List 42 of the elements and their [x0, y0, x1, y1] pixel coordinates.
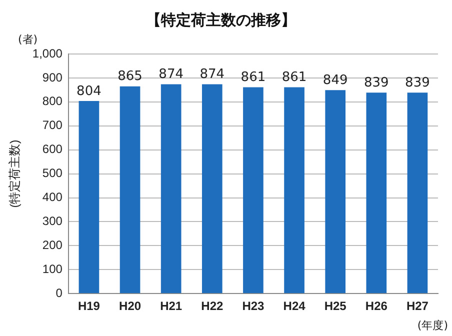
bar: [202, 84, 222, 294]
data-label: 861: [240, 70, 266, 86]
y-tick-label: 300: [42, 214, 63, 228]
data-label: 804: [76, 84, 102, 99]
bar: [160, 84, 182, 294]
y-tick-label: 700: [42, 118, 63, 132]
bar: [243, 87, 264, 294]
y-tick-label: 900: [42, 70, 63, 84]
y-tick-label: 100: [42, 262, 63, 276]
y-tick-label: 400: [42, 190, 63, 204]
text: (者): [18, 32, 38, 47]
y-tick-label: 0: [56, 286, 63, 300]
bar: [366, 92, 387, 294]
data-label: 839: [364, 75, 389, 90]
y-tick-label: 1,000: [32, 46, 63, 60]
y-tick-label: 200: [42, 238, 63, 252]
y-tick-label: 500: [42, 166, 63, 180]
data-label: 874: [158, 67, 184, 82]
x-tick-label: H20: [119, 299, 142, 314]
x-tick-label: H19: [78, 299, 100, 314]
x-tick-label: H24: [283, 299, 306, 314]
bar: [78, 100, 100, 294]
bar: [120, 86, 140, 294]
x-tick-label: H25: [324, 299, 347, 314]
y-axis-title: (特定荷主数): [8, 140, 22, 208]
y-tick-label: 600: [42, 142, 63, 156]
bar: [325, 90, 346, 294]
x-tick-label: H27: [406, 299, 429, 314]
x-tick-label: H26: [365, 299, 388, 314]
data-label: 849: [322, 73, 348, 88]
y-tick-label: 800: [42, 94, 63, 108]
x-tick-label: H23: [242, 299, 265, 314]
x-tick-label: H21: [160, 299, 182, 314]
data-label: 839: [405, 75, 430, 90]
data-label: 861: [282, 70, 307, 86]
bar: [407, 92, 428, 294]
data-label: 874: [200, 67, 225, 82]
chart-title: 【特定荷主数の推移】: [146, 10, 296, 29]
text: (年度): [417, 318, 448, 333]
data-label: 865: [118, 69, 142, 84]
bar: [284, 87, 304, 294]
x-tick-label: H22: [201, 299, 224, 314]
